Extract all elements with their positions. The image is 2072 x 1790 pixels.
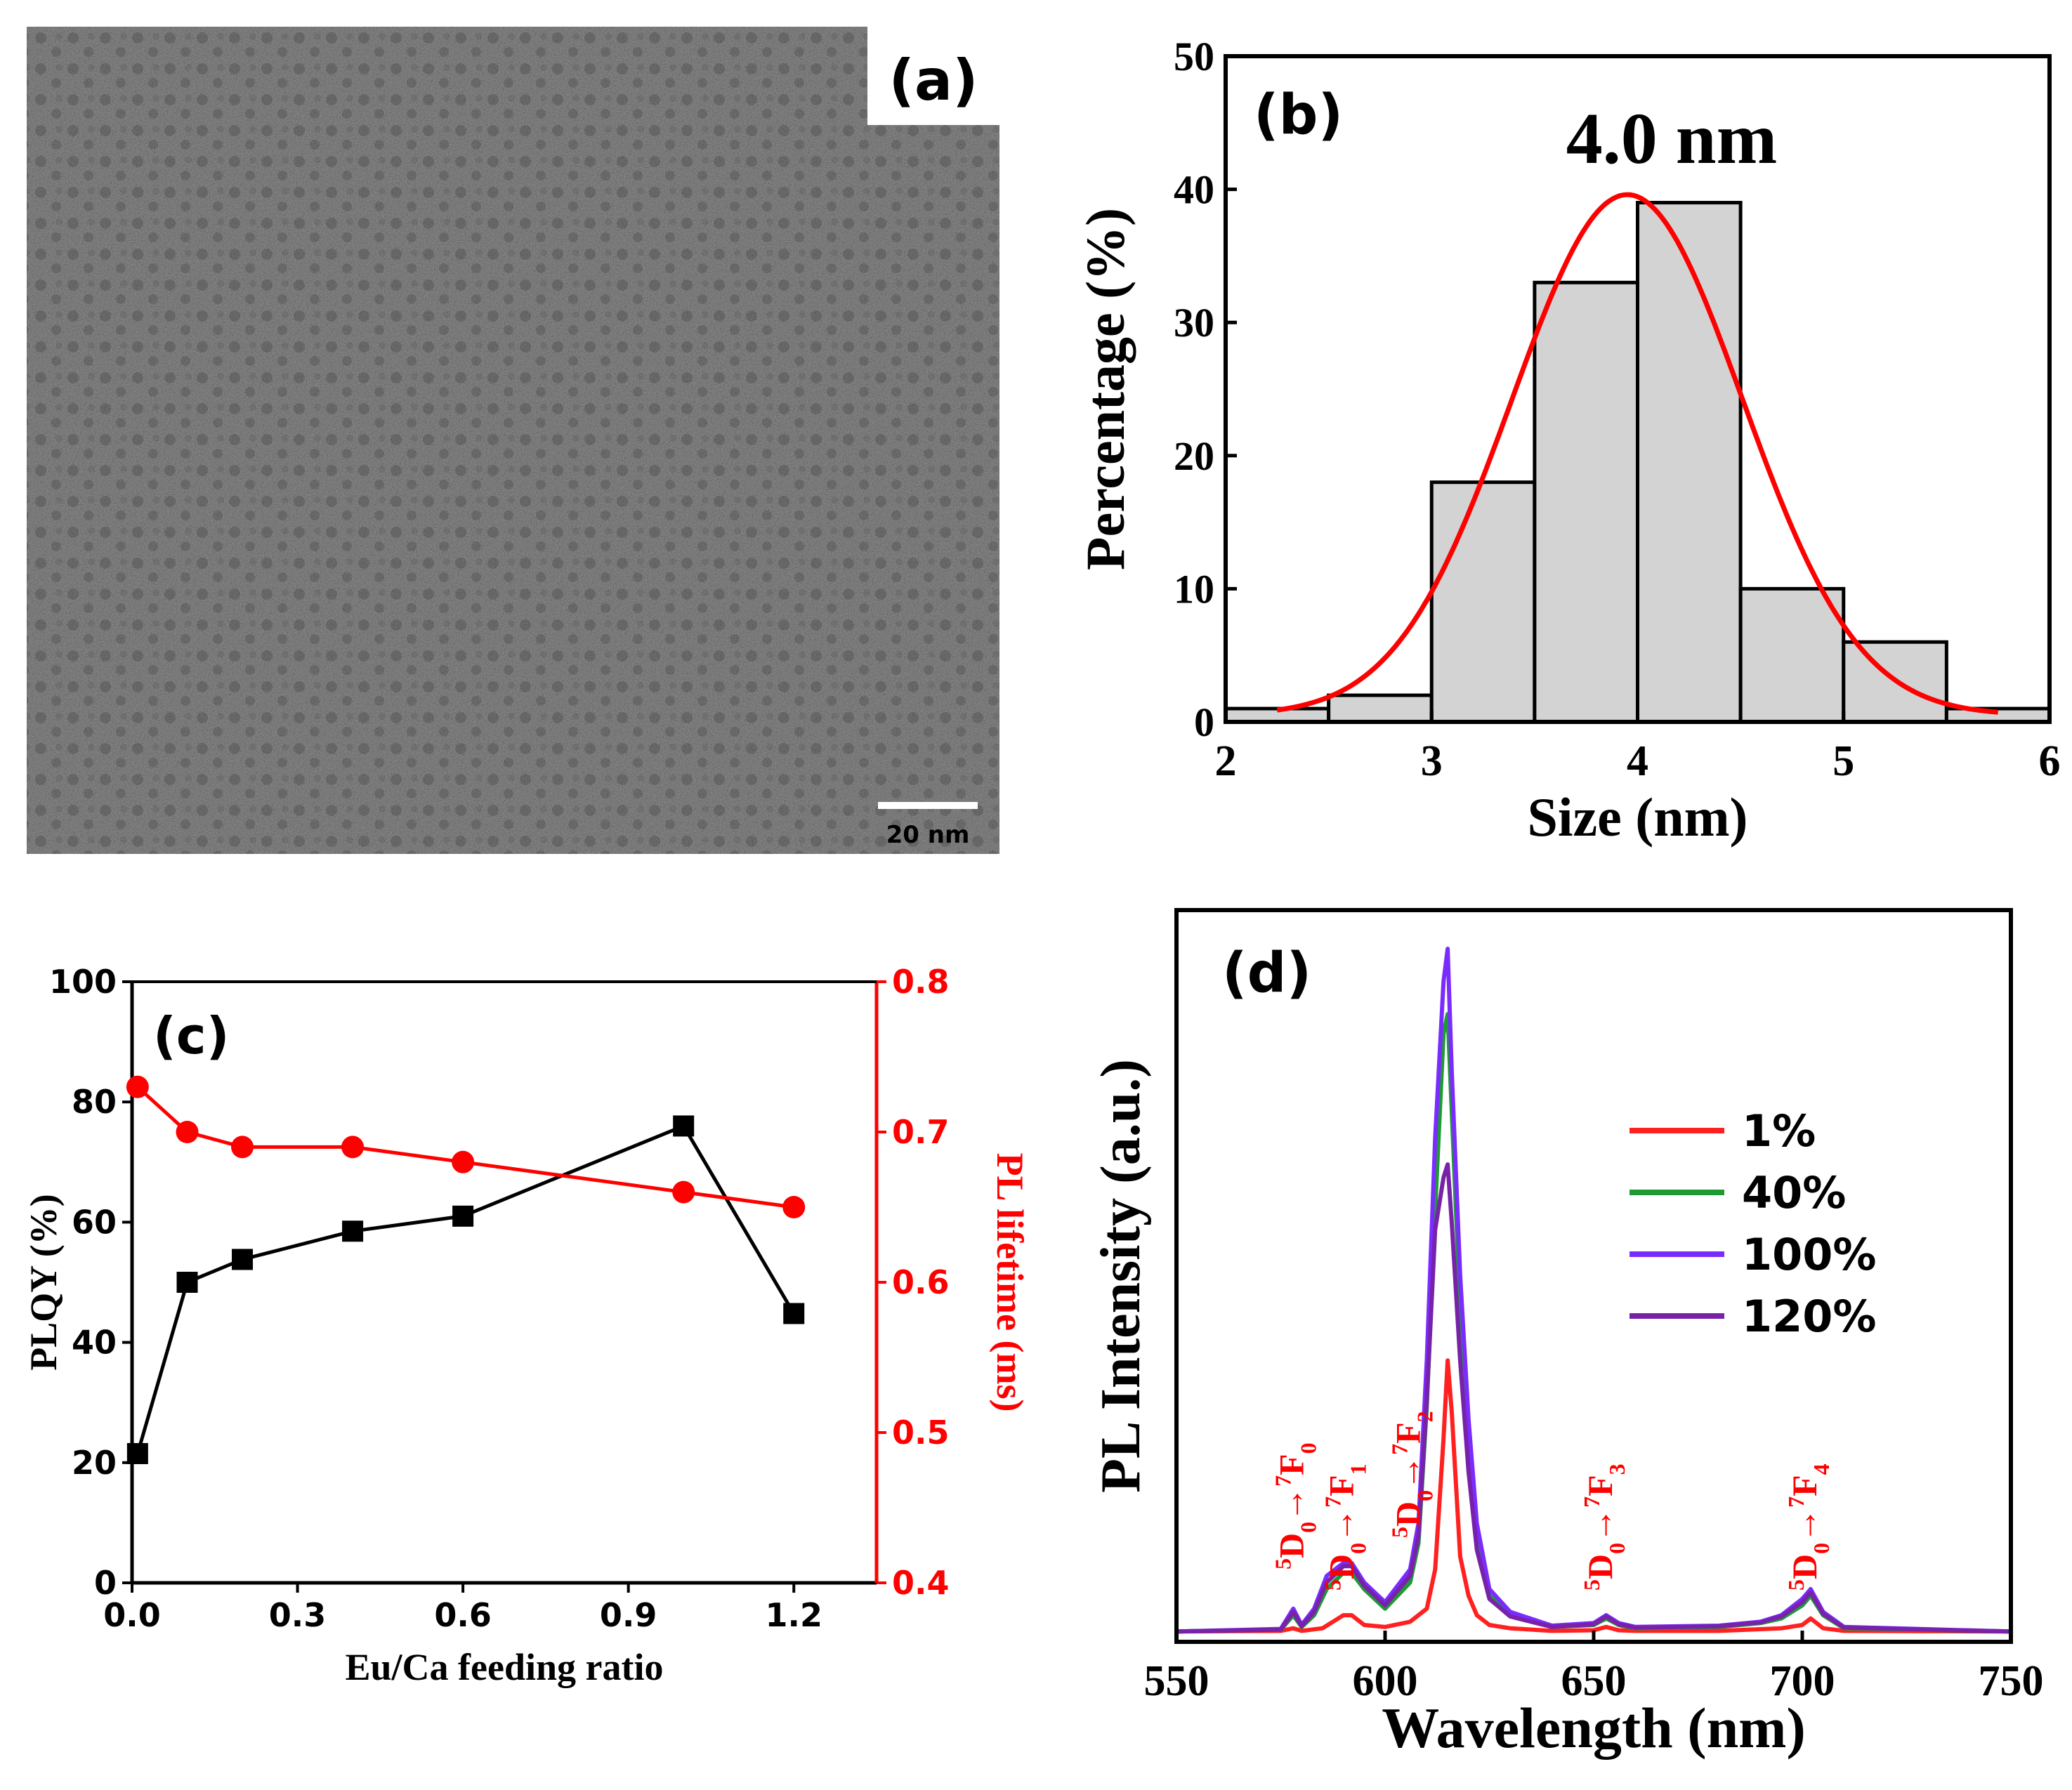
y-left-tick-label: 100	[49, 963, 117, 1001]
y-tick-label: 0	[1194, 699, 1214, 745]
panel-label: (c)	[153, 1006, 230, 1065]
y-left-axis-label: PLQY (%)	[22, 1194, 65, 1370]
panel-a-label: (a)	[889, 48, 978, 113]
y-tick-label: 40	[1174, 167, 1214, 213]
x-tick-label: 0.0	[103, 1596, 161, 1634]
legend-label: 1%	[1742, 1105, 1816, 1157]
x-tick-label: 6	[2039, 737, 2061, 785]
plqy-point	[176, 1272, 198, 1293]
lifetime-point	[176, 1121, 199, 1143]
tem-particles	[27, 27, 999, 854]
y-tick-label: 50	[1174, 34, 1214, 79]
y-tick-label: 10	[1174, 566, 1214, 612]
scale-bar-label: 20 nm	[886, 821, 970, 849]
panel-label: (d)	[1222, 942, 1311, 1005]
y-left-tick-label: 0	[94, 1564, 117, 1602]
transition-label: 5D0→7F1	[1320, 1463, 1371, 1591]
x-tick-label: 600	[1353, 1657, 1418, 1705]
legend-label: 40%	[1742, 1167, 1846, 1218]
transition-label: 5D0→7F3	[1579, 1463, 1630, 1591]
y-right-tick-label: 0.5	[892, 1414, 950, 1452]
legend-label: 120%	[1742, 1291, 1877, 1342]
plqy-point	[673, 1115, 695, 1137]
lifetime-point	[231, 1136, 254, 1159]
y-left-tick-label: 60	[72, 1203, 117, 1241]
y-left-tick-label: 80	[72, 1083, 117, 1121]
histogram-bar	[1327, 693, 1434, 724]
lifetime-point	[341, 1136, 365, 1159]
lifetime-point	[452, 1150, 475, 1173]
panel-a-label-box	[867, 27, 999, 125]
y-tick-label: 20	[1174, 433, 1214, 479]
x-tick-label: 0.3	[269, 1596, 327, 1634]
histogram-bar	[1429, 480, 1537, 724]
x-axis-label: Size (nm)	[1527, 787, 1748, 848]
mean-size-annotation: 4.0 nm	[1566, 98, 1777, 179]
x-tick-label: 0.9	[600, 1596, 657, 1634]
lifetime-point	[126, 1075, 149, 1098]
x-tick-label: 5	[1832, 737, 1854, 785]
plqy-point	[126, 1442, 148, 1464]
plqy-point	[783, 1303, 805, 1324]
plqy-point	[342, 1220, 364, 1242]
lifetime-point	[672, 1180, 695, 1204]
plqy-point	[232, 1249, 254, 1270]
x-tick-label: 2	[1215, 737, 1237, 785]
histogram-bar	[1842, 640, 1948, 724]
x-tick-label: 3	[1421, 737, 1443, 785]
y-tick-label: 30	[1174, 300, 1214, 346]
histogram-bar	[1738, 586, 1846, 724]
transition-label: 5D0→7F2	[1387, 1411, 1438, 1538]
plqy-point	[452, 1205, 474, 1227]
y-right-tick-label: 0.7	[892, 1113, 950, 1151]
x-tick-label: 700	[1770, 1657, 1835, 1705]
y-right-tick-label: 0.8	[892, 963, 950, 1001]
y-right-axis-label: PL lifetime (ms)	[989, 1153, 1031, 1412]
x-axis-label: Eu/Ca feeding ratio	[346, 1646, 664, 1688]
y-left-tick-label: 40	[72, 1324, 117, 1362]
gaussian-fit-curve	[1276, 192, 1999, 715]
legend-label: 100%	[1742, 1229, 1877, 1280]
panel-a: (a) 20 nm	[27, 27, 999, 854]
y-axis-label: PL Intensity (a.u.)	[1090, 1059, 1152, 1493]
histogram-bar	[1533, 280, 1639, 724]
panel-c: 0.0 0.3 0.6 0.9 1.2 0 20 40 60 80 100 0.4 0.5 0.6 0.7 0…	[22, 963, 1031, 1688]
lifetime-point	[782, 1196, 806, 1218]
transition-label: 5D0→7F4	[1783, 1463, 1834, 1591]
scale-bar	[878, 802, 978, 809]
x-tick-label: 550	[1144, 1657, 1209, 1705]
transition-label: 5D0→7F0	[1270, 1442, 1320, 1569]
spectrum-line	[1176, 1358, 2012, 1634]
x-tick-label: 0.6	[434, 1596, 492, 1634]
spectrum-line	[1176, 1162, 2012, 1634]
panel-b: 2 3 4 5 6 0 10 20 30 40 50 Size (nm) Percentage (%) (…	[1075, 34, 2061, 848]
x-tick-label: 1.2	[765, 1596, 822, 1634]
plqy-line	[136, 1124, 796, 1454]
panel-d: 550 600 650 700 750 Wavelength (nm) PL Intensi…	[1090, 908, 2044, 1760]
x-axis-label: Wavelength (nm)	[1382, 1696, 1806, 1760]
y-axis-label: Percentage (%)	[1075, 208, 1136, 570]
x-tick-label: 750	[1979, 1657, 2044, 1705]
x-tick-label: 4	[1627, 737, 1648, 785]
panel-label: (b)	[1254, 84, 1343, 147]
y-right-tick-label: 0.4	[892, 1564, 950, 1602]
histogram-bar	[1636, 201, 1743, 724]
y-right-tick-label: 0.6	[892, 1263, 950, 1301]
y-left-tick-label: 20	[72, 1444, 117, 1482]
x-tick-label: 650	[1561, 1657, 1627, 1705]
